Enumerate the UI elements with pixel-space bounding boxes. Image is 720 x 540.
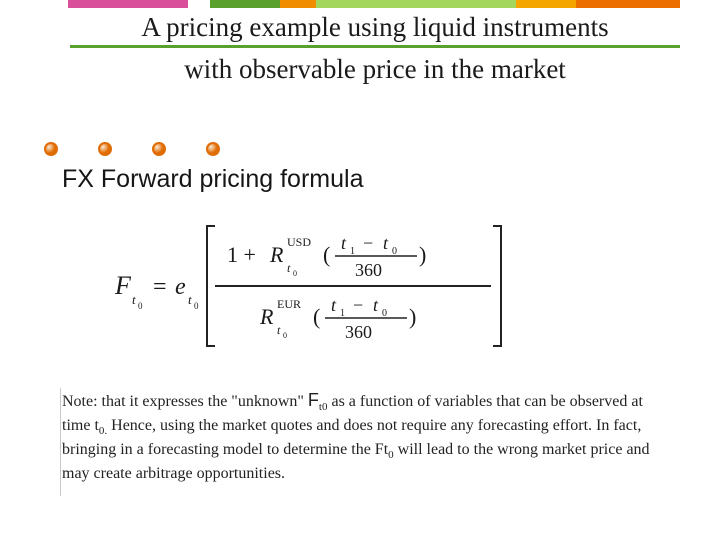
den-R: R	[259, 304, 274, 329]
border-segment	[316, 0, 516, 8]
border-segment	[516, 0, 576, 8]
den-t0-t: t	[373, 295, 379, 315]
formula-F-sub: t	[132, 292, 136, 307]
title-underline	[70, 45, 680, 48]
den-t1-sub: 1	[340, 308, 345, 319]
title-line-2: with observable price in the market	[70, 54, 680, 85]
border-segment	[68, 0, 188, 8]
title-line-1: A pricing example using liquid instrumen…	[70, 12, 680, 45]
num-R-sup: USD	[287, 235, 311, 249]
num-R: R	[269, 242, 284, 267]
den-R-sub: t	[277, 323, 281, 337]
den-rparen: )	[409, 304, 416, 329]
bullet-dot-icon	[206, 142, 220, 156]
note-rest-sub: 0.	[99, 425, 107, 437]
den-t1-t: t	[331, 295, 337, 315]
formula-F-subsub: 0	[138, 301, 143, 311]
section-subtitle: FX Forward pricing formula	[62, 165, 363, 194]
den-R-subsub: 0	[283, 331, 287, 340]
border-segment	[280, 0, 316, 8]
fx-forward-formula: F t 0 = e t 0 1 + R USD t 0 ( t 1 −	[115, 216, 535, 356]
formula-eq: =	[153, 274, 167, 300]
left-bracket-icon	[207, 226, 215, 346]
num-R-sub: t	[287, 261, 291, 275]
den-minus: −	[353, 295, 363, 315]
formula-e-subsub: 0	[194, 301, 199, 311]
num-t1-t: t	[341, 233, 347, 253]
num-R-subsub: 0	[293, 269, 297, 278]
border-segment	[188, 0, 210, 8]
title-block: A pricing example using liquid instrumen…	[70, 12, 680, 85]
formula-F: F	[115, 271, 132, 300]
note-paragraph: Note: that it expresses the "unknown" Ft…	[62, 388, 664, 485]
formula-e: e	[175, 274, 186, 300]
num-360: 360	[355, 260, 382, 280]
note-left-rule	[60, 388, 61, 496]
top-color-border	[68, 0, 680, 8]
bullet-dots-row	[44, 142, 220, 156]
note-prefix: Note: that it expresses the "unknown"	[62, 393, 308, 410]
border-segment	[210, 0, 280, 8]
num-t0-sub: 0	[392, 246, 397, 257]
num-t1-sub: 1	[350, 246, 355, 257]
bullet-dot-icon	[44, 142, 58, 156]
bullet-dot-icon	[152, 142, 166, 156]
note-F-symbol: F	[308, 390, 319, 410]
num-t0-t: t	[383, 233, 389, 253]
den-t0-sub: 0	[382, 308, 387, 319]
bullet-dot-icon	[98, 142, 112, 156]
den-R-sup: EUR	[277, 297, 301, 311]
num-minus: −	[363, 233, 373, 253]
border-segment	[576, 0, 680, 8]
den-360: 360	[345, 322, 372, 342]
formula-e-sub: t	[188, 292, 192, 307]
right-bracket-icon	[493, 226, 501, 346]
num-prefix: 1 +	[227, 242, 256, 267]
note-rest2-sub: 0	[388, 449, 394, 461]
den-lparen: (	[313, 304, 320, 329]
note-F-sub: t0	[319, 401, 328, 413]
num-lparen: (	[323, 242, 330, 267]
num-rparen: )	[419, 242, 426, 267]
